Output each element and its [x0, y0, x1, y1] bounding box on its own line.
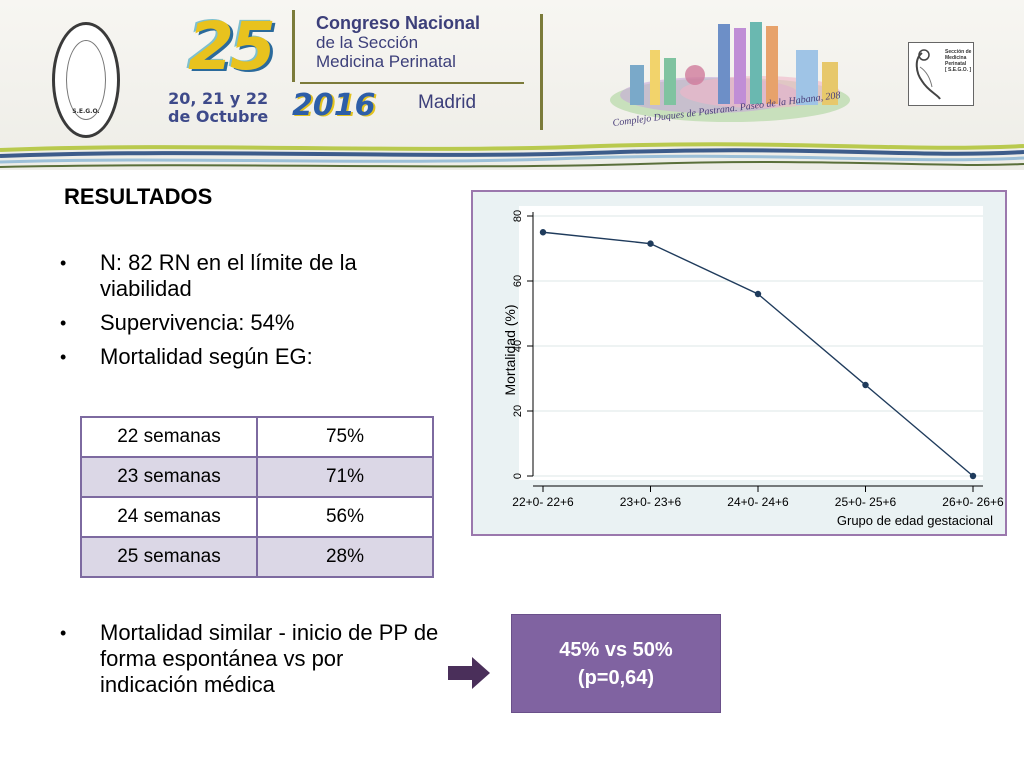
bottom-bullet-list: • Mortalidad similar - inicio de PP de fo…	[60, 620, 440, 706]
congress-city: Madrid	[418, 92, 477, 113]
table-row: 23 semanas 71%	[80, 456, 434, 498]
table-cell-value: 56%	[256, 496, 434, 538]
sego-seal-logo: S.E.G.O.	[52, 22, 120, 138]
bullet-item: • N: 82 RN en el límite de la viabilidad	[60, 250, 420, 302]
congress-title: Congreso Nacional de la Sección Medicina…	[316, 13, 481, 72]
table-cell-label: 22 semanas	[80, 416, 258, 458]
bullet-item: • Mortalidad según EG:	[60, 344, 420, 370]
bullet-icon: •	[60, 253, 67, 273]
decorative-stripes	[0, 142, 1024, 168]
mortality-chart: 0 20 40 60 80 22+0- 22+6 23+0- 23+6 24+0- 24+6 2…	[471, 190, 1007, 536]
data-point	[862, 381, 869, 389]
result-line-2: (p=0,64)	[577, 666, 655, 689]
bullet-icon: •	[60, 313, 67, 333]
x-tick-label: 24+0- 24+6	[727, 495, 789, 509]
y-tick-label: 40	[512, 340, 524, 352]
table-cell-label: 24 semanas	[80, 496, 258, 538]
congress-number: 25	[188, 8, 276, 85]
y-tick-label: 20	[512, 405, 524, 417]
table-cell-label: 25 semanas	[80, 536, 258, 578]
bullet-item: • Mortalidad similar - inicio de PP de fo…	[60, 620, 440, 698]
bullet-item: • Supervivencia: 54%	[60, 310, 420, 336]
data-point	[647, 240, 654, 247]
x-tick-label: 26+0- 26+6	[942, 495, 1004, 509]
dates-line-1: 20, 21 y 22	[168, 89, 269, 108]
result-line-1: 45% vs 50%	[559, 638, 673, 661]
header-banner	[0, 0, 1024, 170]
table-row: 25 semanas 28%	[80, 536, 434, 578]
y-axis-label: Mortalidad (%)	[502, 304, 518, 395]
y-tick-label: 60	[512, 275, 524, 287]
seal-text: S.E.G.O.	[72, 108, 100, 115]
arrow-right-icon	[448, 657, 490, 689]
x-tick-label: 25+0- 25+6	[835, 495, 897, 509]
mortality-line-chart: 0 20 40 60 80 22+0- 22+6 23+0- 23+6 24+0- 24+6 2…	[473, 192, 1005, 534]
data-point	[754, 290, 762, 298]
section-heading: RESULTADOS	[64, 184, 213, 209]
logo-text-3: Perinatal	[945, 61, 967, 67]
congress-dates: 20, 21 y 22 de Octubre	[168, 90, 268, 126]
congress-title-line-1: Congreso Nacional	[316, 13, 481, 33]
fetus-icon	[915, 49, 941, 100]
medicina-perinatal-logo: Sección de Medicina Perinatal [ S.E.G.O.…	[908, 42, 974, 106]
data-point	[539, 229, 547, 236]
y-tick-label: 80	[512, 210, 524, 222]
bullet-text: Mortalidad similar - inicio de PP de for…	[100, 620, 439, 697]
madrid-skyline-illustration	[610, 22, 850, 122]
congress-title-line-2: de la Sección	[316, 33, 419, 52]
table-row: 22 semanas 75%	[80, 416, 434, 458]
results-bullet-list: • N: 82 RN en el límite de la viabilidad …	[60, 250, 420, 378]
table-cell-value: 28%	[256, 536, 434, 578]
bullet-text: Mortalidad según EG:	[100, 344, 313, 369]
dates-line-2: de Octubre	[168, 107, 269, 126]
table-cell-value: 71%	[256, 456, 434, 498]
logo-text-4: [ S.E.G.O. ]	[945, 67, 972, 73]
logo-text-1: Sección de	[945, 49, 972, 55]
y-tick-label: 0	[512, 473, 524, 479]
data-point	[969, 472, 977, 480]
congress-title-line-3: Medicina Perinatal	[316, 52, 456, 71]
x-axis-label: Grupo de edad gestacional	[837, 513, 993, 528]
table-row: 24 semanas 56%	[80, 496, 434, 538]
x-tick-label: 22+0- 22+6	[512, 495, 574, 509]
bullet-icon: •	[60, 347, 67, 367]
plot-area	[519, 206, 983, 480]
table-cell-value: 75%	[256, 416, 434, 458]
bullet-icon: •	[60, 623, 67, 643]
congress-year: 2016	[292, 88, 376, 123]
bullet-text: N: 82 RN en el límite de la viabilidad	[100, 250, 357, 301]
x-tick-label: 23+0- 23+6	[620, 495, 682, 509]
table-cell-label: 23 semanas	[80, 456, 258, 498]
divider-line	[292, 10, 295, 82]
result-box: 45% vs 50% (p=0,64)	[511, 614, 721, 713]
logo-text-2: Medicina	[945, 55, 967, 61]
divider-line	[300, 82, 524, 84]
divider-line	[540, 14, 543, 130]
bullet-text: Supervivencia: 54%	[100, 310, 295, 335]
mortality-table: 22 semanas 75% 23 semanas 71% 24 semanas…	[80, 416, 434, 578]
